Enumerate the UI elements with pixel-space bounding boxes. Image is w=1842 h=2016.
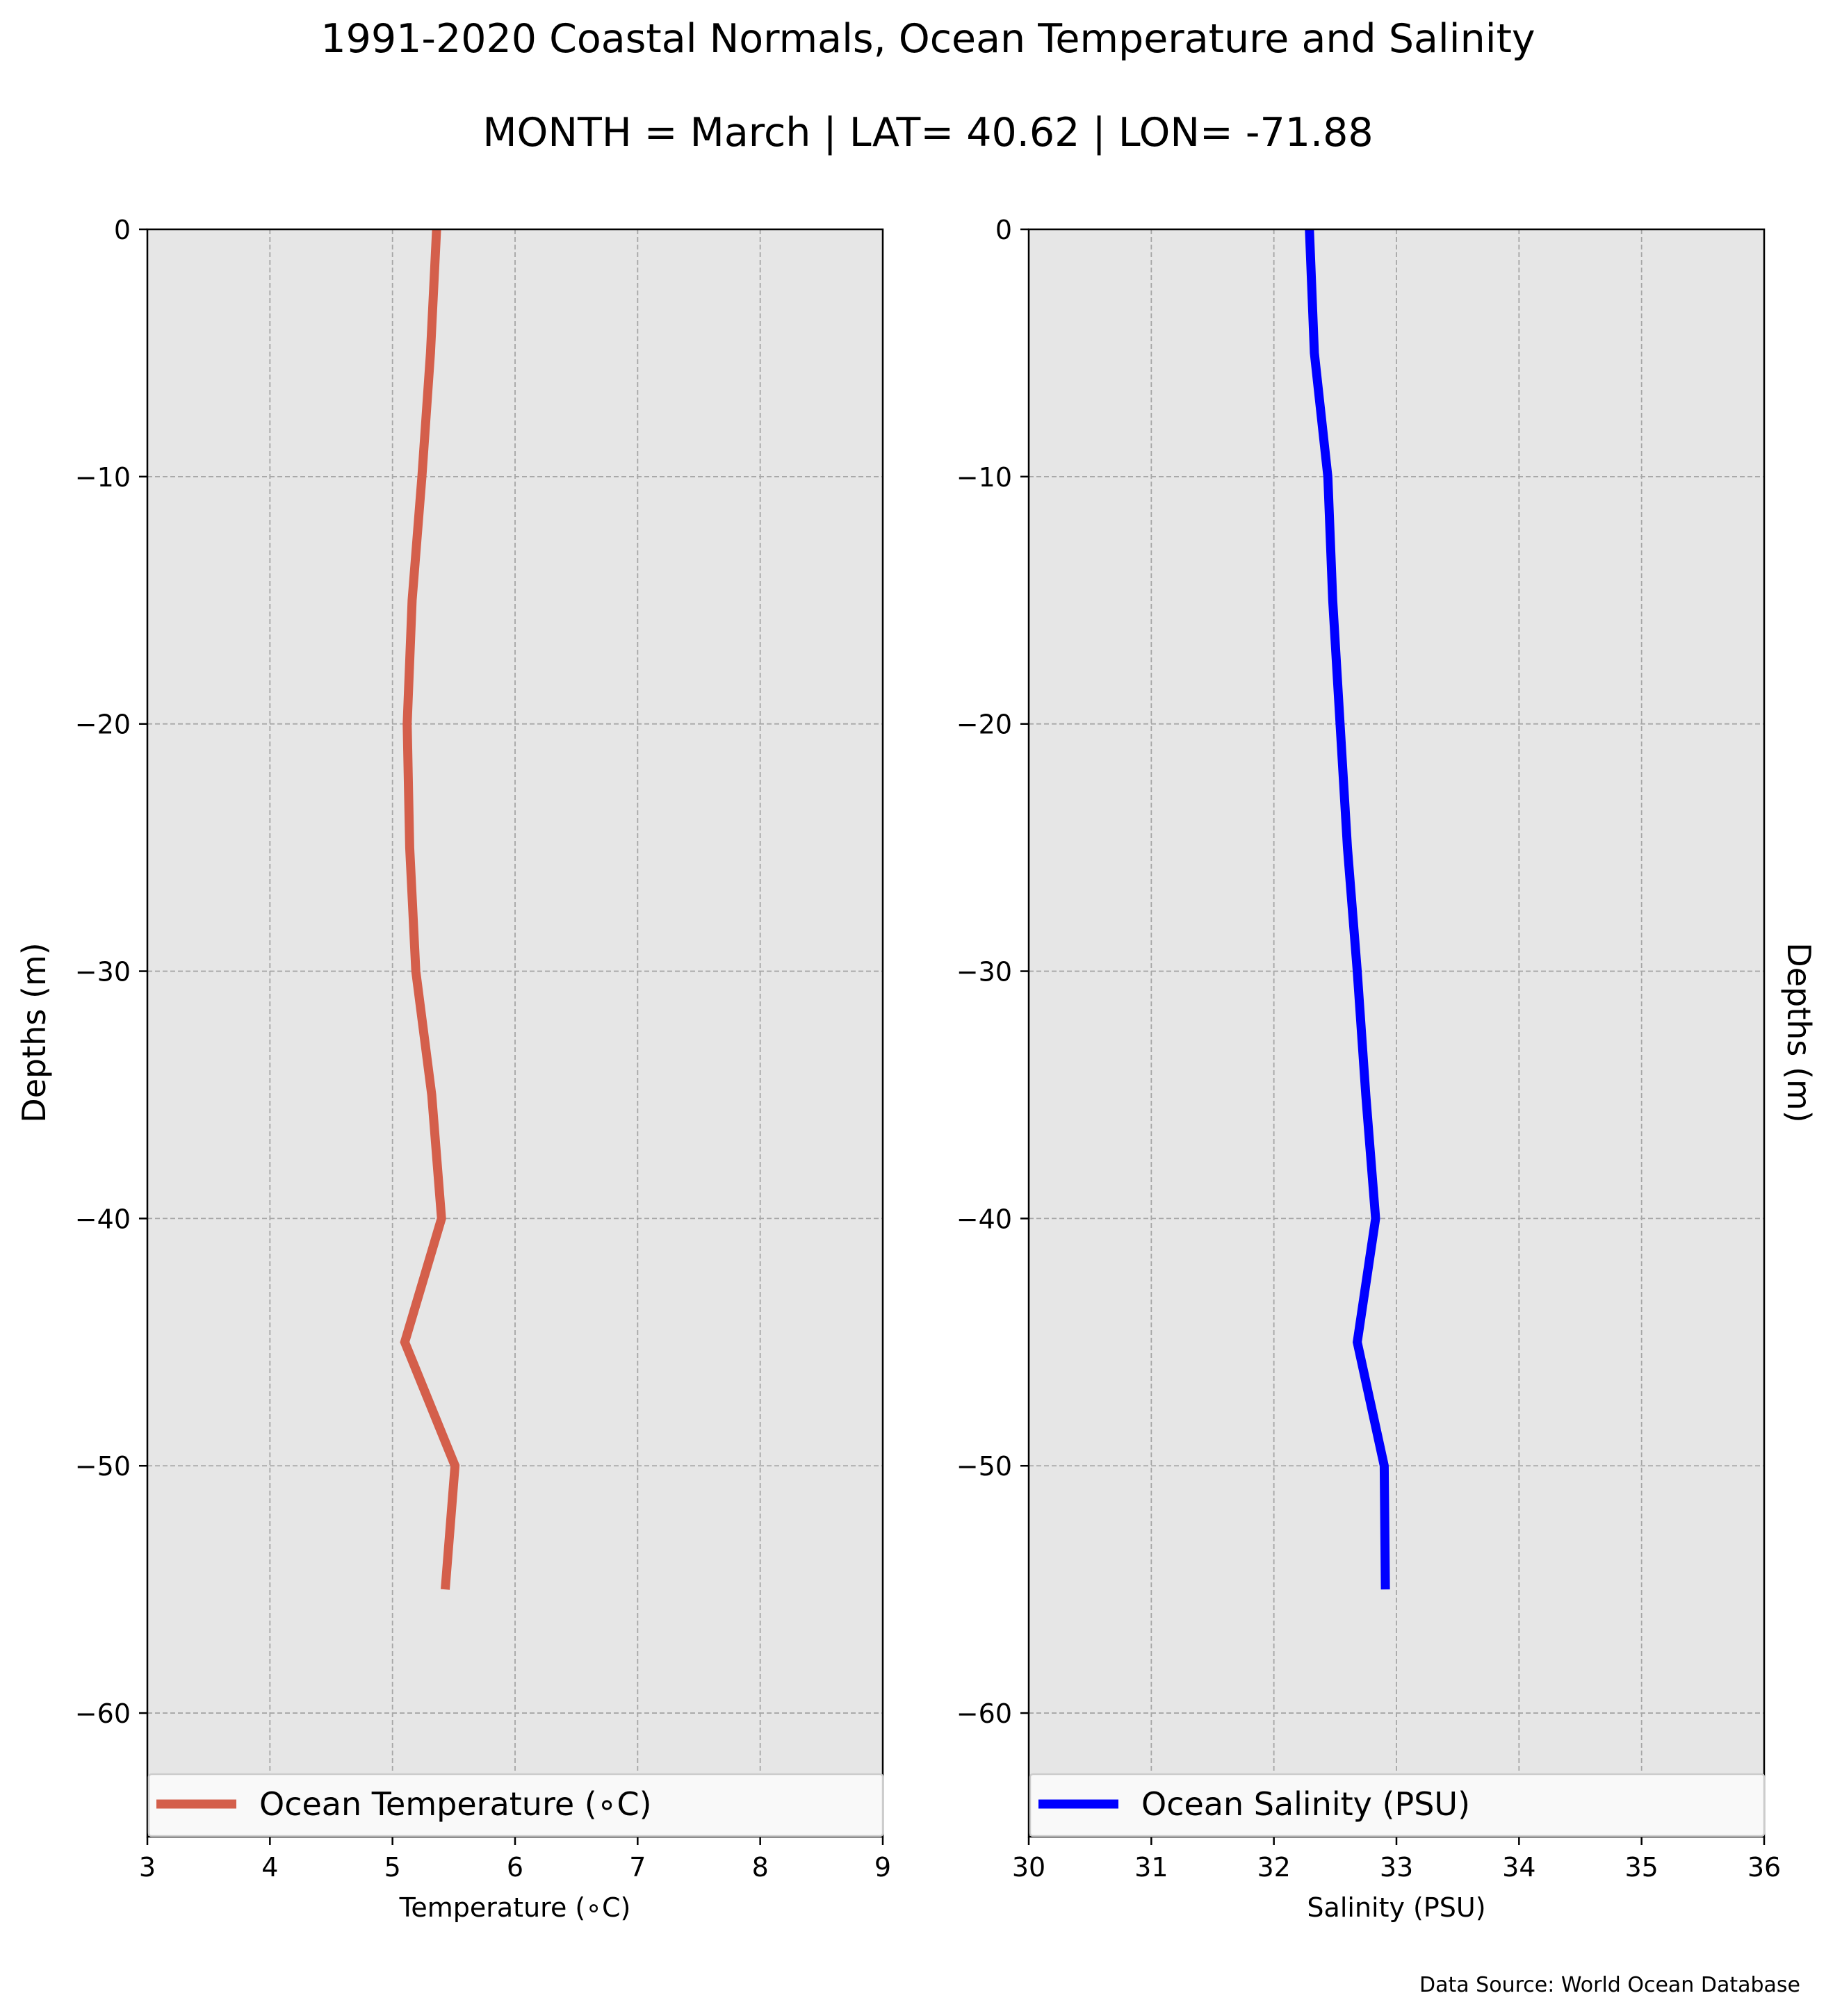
temperature-x-tick-label: 5: [384, 1852, 401, 1883]
figure-subtitle: MONTH = March | LAT= 40.62 | LON= -71.88: [482, 110, 1373, 156]
salinity-legend-box: [1029, 1773, 1766, 1837]
salinity-y-tick-label: −60: [956, 1698, 1012, 1729]
salinity-x-tick-label: 36: [1747, 1852, 1781, 1883]
temperature-y-tick-label: −30: [75, 957, 131, 987]
temperature-y-tick-label: −60: [75, 1698, 131, 1729]
salinity-y-tick-label: −50: [956, 1451, 1012, 1482]
temperature-x-tick-label: 4: [261, 1852, 278, 1883]
salinity-x-tick-label: 33: [1380, 1852, 1413, 1883]
temperature-x-tick-label: 9: [874, 1852, 891, 1883]
salinity-profile-line: [1305, 229, 1390, 1590]
temperature-x-tick-label: 7: [629, 1852, 646, 1883]
salinity-y-tick-label: −30: [956, 957, 1012, 987]
temperature-y-tick-label: −50: [75, 1451, 131, 1482]
salinity-x-tick-label: 30: [1012, 1852, 1045, 1883]
salinity-x-tick-label: 31: [1134, 1852, 1168, 1883]
temperature-y-tick-label: −20: [75, 710, 131, 740]
temperature-legend-box: [147, 1773, 884, 1837]
temperature-legend-label: Ocean Temperature (∘C): [259, 1785, 652, 1823]
temperature-x-tick-label: 8: [752, 1852, 769, 1883]
temperature-series: [400, 229, 460, 1590]
salinity-y-tick-label: 0: [995, 215, 1012, 245]
salinity-x-axis-label: Salinity (PSU): [1307, 1892, 1485, 1923]
salinity-legend: Ocean Salinity (PSU): [1029, 1773, 1766, 1837]
temperature-y-tick-label: −40: [75, 1204, 131, 1234]
temperature-x-tick-label: 6: [507, 1852, 523, 1883]
salinity-x-tick-label: 32: [1257, 1852, 1290, 1883]
temperature-legend: Ocean Temperature (∘C): [147, 1773, 884, 1837]
temperature-y-tick-label: −10: [75, 462, 131, 493]
temperature-x-axis-label: Temperature (∘C): [399, 1892, 631, 1923]
salinity-x-tick-label: 34: [1502, 1852, 1535, 1883]
salinity-x-tick-label: 35: [1624, 1852, 1658, 1883]
salinity-y-tick-label: −20: [956, 710, 1012, 740]
salinity-y-tick-label: −10: [956, 462, 1012, 493]
salinity-legend-label: Ocean Salinity (PSU): [1141, 1785, 1470, 1823]
temperature-panel: 3 4 5 6 7 8 9 0 −10 −20 −30 −40 −50 −60 Ocean Tempera…: [15, 215, 891, 1923]
temperature-ticks: 3 4 5 6 7 8 9 0 −10 −20 −30 −40 −50 −60: [75, 215, 891, 1883]
temperature-y-axis-label: Depths (m): [15, 942, 53, 1122]
salinity-y-axis-label: Depths (m): [1780, 942, 1818, 1122]
temperature-profile-line: [400, 229, 460, 1590]
salinity-panel: 30 31 32 33 34 35 36 0 −10 −20 −30 −40 −50 −60 Ocean …: [956, 215, 1818, 1923]
salinity-series: [1305, 229, 1390, 1590]
figure-title: 1991-2020 Coastal Normals, Ocean Tempera…: [320, 16, 1535, 62]
salinity-ticks: 30 31 32 33 34 35 36 0 −10 −20 −30 −40 −50 −60: [956, 215, 1781, 1883]
salinity-y-tick-label: −40: [956, 1204, 1012, 1234]
temperature-x-tick-label: 3: [139, 1852, 156, 1883]
data-source-note: Data Source: World Ocean Database: [1419, 1973, 1800, 1997]
temperature-y-tick-label: 0: [114, 215, 131, 245]
